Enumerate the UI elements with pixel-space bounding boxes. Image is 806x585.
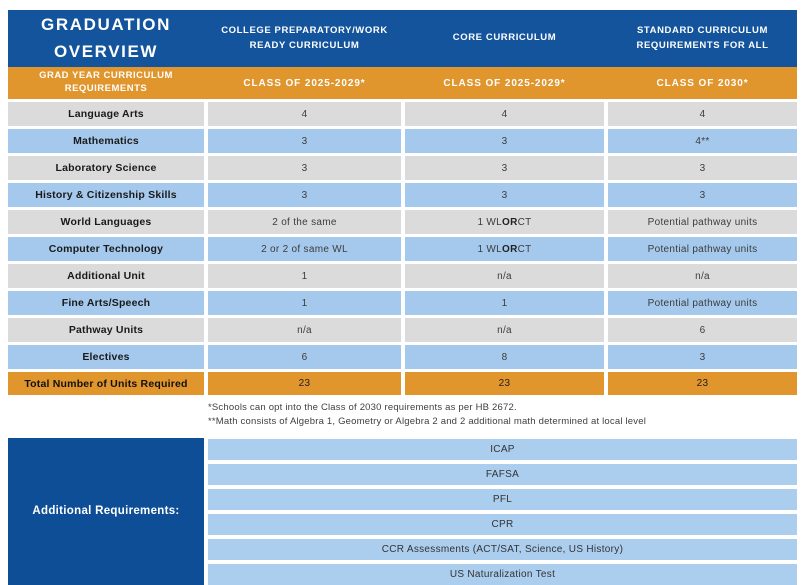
row-value: 4: [208, 102, 401, 126]
additional-requirements-list: ICAP FAFSA PFL CPR CCR Assessments (ACT/SAT,…: [208, 438, 797, 585]
row-value: 1: [405, 291, 604, 315]
row-value: Potential pathway units: [608, 210, 797, 234]
table-row: Language Arts 4 4 4: [8, 102, 797, 126]
subheader-label: GRAD YEAR CURRICULUM REQUIREMENTS: [39, 70, 173, 94]
row-value: 6: [608, 318, 797, 342]
additional-requirement-item: CPR: [208, 513, 797, 535]
row-value: 1 WL OR CT: [405, 237, 604, 261]
additional-requirements-header: Additional Requirements:: [8, 437, 204, 585]
row-label: World Languages: [8, 210, 204, 234]
row-label: Electives: [8, 345, 204, 369]
page-title-line2: OVERVIEW: [53, 41, 159, 61]
row-label: Computer Technology: [8, 237, 204, 261]
row-value: 23: [405, 372, 604, 395]
table-row: Mathematics 3 3 4**: [8, 129, 797, 153]
row-value: 4: [608, 102, 797, 126]
row-value: 1 WL OR CT: [405, 210, 604, 234]
column-header-college-prep: COLLEGE PREPARATORY/WORK READY CURRICULU…: [221, 25, 388, 51]
row-value: n/a: [608, 264, 797, 288]
header-band: GRADUATION OVERVIEW COLLEGE PREPARATORY/…: [8, 10, 797, 67]
column-header-standard: STANDARD CURRICULUM REQUIREMENTS FOR ALL: [636, 25, 769, 51]
row-value: Potential pathway units: [608, 237, 797, 261]
page-title: GRADUATION OVERVIEW: [8, 10, 204, 67]
row-label: Mathematics: [8, 129, 204, 153]
row-value: 3: [405, 129, 604, 153]
class-header-core: CLASS OF 2025-2029*: [443, 77, 566, 89]
table-row: Computer Technology 2 or 2 of same WL 1 WL…: [8, 237, 797, 261]
additional-requirement-item: FAFSA: [208, 463, 797, 485]
table-row: Laboratory Science 3 3 3: [8, 156, 797, 180]
row-label: Fine Arts/Speech: [8, 291, 204, 315]
row-value: 4**: [608, 129, 797, 153]
table-row: Electives 6 8 3: [8, 345, 797, 369]
additional-requirement-item: US Naturalization Test: [208, 563, 797, 585]
class-header-college-prep: CLASS OF 2025-2029*: [243, 77, 366, 89]
footnote-hb2672: *Schools can opt into the Class of 2030 …: [208, 402, 517, 413]
table-row: Total Number of Units Required 23 23 23: [8, 372, 797, 395]
row-value: 3: [208, 183, 401, 207]
row-label: Laboratory Science: [8, 156, 204, 180]
row-value: 3: [405, 183, 604, 207]
row-value: 23: [608, 372, 797, 395]
row-value: 3: [608, 345, 797, 369]
class-header-standard: CLASS OF 2030*: [656, 77, 749, 89]
row-value: 3: [208, 156, 401, 180]
additional-requirements-label: Additional Requirements:: [32, 505, 180, 517]
row-value: 23: [208, 372, 401, 395]
page-title-line1: GRADUATION: [41, 15, 171, 35]
row-value: 1: [208, 264, 401, 288]
additional-requirement-item: ICAP: [208, 438, 797, 460]
table-row: History & Citizenship Skills 3 3 3: [8, 183, 797, 207]
table-row: Pathway Units n/a n/a 6: [8, 318, 797, 342]
row-value: 2 or 2 of same WL: [208, 237, 401, 261]
row-value: 4: [405, 102, 604, 126]
table-row: World Languages 2 of the same 1 WL OR CT Po…: [8, 210, 797, 234]
additional-requirements-section: Additional Requirements: ICAP FAFSA PFL CPR…: [8, 437, 797, 585]
row-label: History & Citizenship Skills: [8, 183, 204, 207]
additional-requirement-item: PFL: [208, 488, 797, 510]
row-value: n/a: [208, 318, 401, 342]
row-value: 3: [405, 156, 604, 180]
row-value: 2 of the same: [208, 210, 401, 234]
row-value: 8: [405, 345, 604, 369]
row-value: n/a: [405, 264, 604, 288]
footnote-math: **Math consists of Algebra 1, Geometry o…: [208, 416, 647, 428]
row-label: Pathway Units: [8, 318, 204, 342]
row-value: Potential pathway units: [608, 291, 797, 315]
row-value: 1: [208, 291, 401, 315]
footnotes: *Schools can opt into the Class of 2030 …: [8, 401, 797, 430]
table-row: Additional Unit 1 n/a n/a: [8, 264, 797, 288]
row-value: 6: [208, 345, 401, 369]
row-value: 3: [608, 183, 797, 207]
row-label: Additional Unit: [8, 264, 204, 288]
row-label: Total Number of Units Required: [8, 372, 204, 395]
table-row: Fine Arts/Speech 1 1 Potential pathway unit…: [8, 291, 797, 315]
column-header-core: CORE CURRICULUM: [452, 32, 557, 44]
row-label: Language Arts: [8, 102, 204, 126]
curriculum-rows: Language Arts 4 4 4 Mathematics 3 3 4** Laborato…: [8, 102, 797, 395]
subheader-band: GRAD YEAR CURRICULUM REQUIREMENTS CLASS …: [8, 67, 797, 99]
row-value: 3: [208, 129, 401, 153]
row-value: 3: [608, 156, 797, 180]
row-value: n/a: [405, 318, 604, 342]
additional-requirement-item: CCR Assessments (ACT/SAT, Science, US Hi…: [208, 538, 797, 560]
